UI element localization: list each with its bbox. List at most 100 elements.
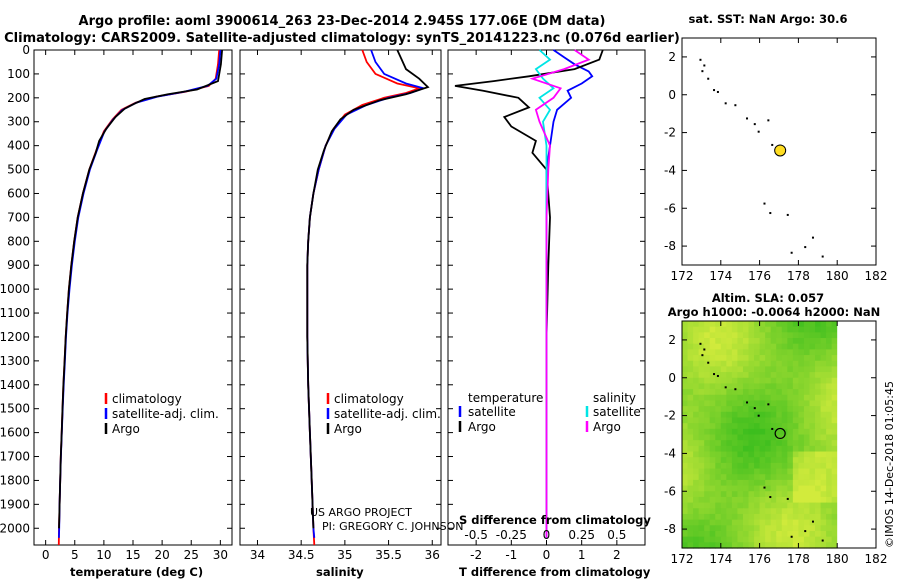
sla-cell <box>787 389 794 396</box>
sla-cell <box>792 519 799 526</box>
island <box>804 246 807 249</box>
sla-cell <box>809 366 816 373</box>
sla-cell <box>754 349 761 356</box>
sla-cell <box>754 343 761 350</box>
sla-map-ytick-label: 2 <box>668 333 676 347</box>
sla-cell <box>831 508 838 515</box>
sla-cell <box>809 394 816 402</box>
sla-cell <box>720 383 727 390</box>
sla-cell <box>826 372 833 379</box>
sla-cell <box>787 445 794 453</box>
sla-cell <box>715 321 722 328</box>
temperature-ytick-label: 500 <box>7 163 30 177</box>
sla-cell <box>798 530 805 538</box>
sla-cell <box>720 513 727 521</box>
sla-map-xtick-label: 178 <box>787 552 810 566</box>
sla-cell <box>831 485 838 492</box>
sla-cell <box>720 349 727 356</box>
sla-cell <box>737 445 744 453</box>
sla-cell <box>715 502 722 509</box>
sla-cell <box>787 355 794 362</box>
sla-cell <box>776 321 783 328</box>
sla-cell <box>698 338 705 345</box>
sla-cell <box>815 474 822 481</box>
sla-cell <box>776 411 783 419</box>
pi-annotation: PI: GREGORY C. JOHNSON <box>322 520 463 533</box>
temperature-xtick-label: 10 <box>96 548 111 562</box>
sla-cell <box>742 457 750 464</box>
sla-cell <box>726 321 733 328</box>
sla-cell <box>748 434 755 441</box>
sla-cell <box>815 400 822 407</box>
sla-cell <box>781 440 788 447</box>
sla-cell <box>781 326 788 333</box>
sla-cell <box>742 468 750 475</box>
sla-cell <box>809 474 816 481</box>
sla-cell <box>776 485 783 492</box>
sla-cell <box>781 417 788 424</box>
sla-cell <box>815 349 822 356</box>
sla-cell <box>809 423 816 430</box>
sla-cell <box>781 502 788 509</box>
sla-cell <box>792 411 799 419</box>
sla-cell <box>682 411 689 419</box>
series-temperature-argo <box>454 49 604 529</box>
sla-cell <box>682 360 689 367</box>
sla-cell <box>748 417 755 424</box>
sla-cell <box>798 536 805 543</box>
sla-cell <box>709 474 716 481</box>
sla-cell <box>820 468 827 475</box>
salinity-xtick-label: 35 <box>337 548 352 562</box>
island <box>767 403 770 406</box>
sla-cell <box>742 542 750 549</box>
sla-cell <box>792 496 799 504</box>
sla-cell <box>787 383 794 390</box>
sla-cell <box>742 451 750 458</box>
sla-cell <box>798 542 805 549</box>
sla-cell <box>715 326 722 333</box>
sla-cell <box>704 377 711 385</box>
sla-cell <box>698 394 705 402</box>
sla-cell <box>698 491 705 498</box>
sla-cell <box>815 496 822 504</box>
sla-cell <box>698 355 705 362</box>
island <box>734 388 737 391</box>
sla-cell <box>748 423 755 430</box>
sla-cell <box>809 400 816 407</box>
sla-cell <box>798 360 805 367</box>
sla-cell <box>715 428 722 436</box>
sla-cell <box>693 377 700 385</box>
sla-cell <box>731 355 739 362</box>
sla-cell <box>682 377 689 385</box>
sla-cell <box>698 406 705 413</box>
sla-cell <box>781 389 788 396</box>
island <box>786 497 789 500</box>
sla-cell <box>776 440 783 447</box>
sla-cell <box>693 343 700 350</box>
sla-profile-marker <box>774 427 786 440</box>
temperature-ytick-label: 900 <box>7 258 30 272</box>
sla-cell <box>770 411 777 419</box>
sla-cell <box>792 372 799 379</box>
sla-cell <box>759 372 766 379</box>
sla-cell <box>693 445 700 453</box>
sla-cell <box>682 366 689 373</box>
sla-cell <box>826 440 833 447</box>
sla-cell <box>726 457 733 464</box>
sla-cell <box>831 338 838 345</box>
sla-cell <box>809 536 816 543</box>
sla-cell <box>776 366 783 373</box>
sla-cell <box>809 377 816 385</box>
sla-cell <box>698 536 705 543</box>
sla-cell <box>809 513 816 521</box>
sla-cell <box>698 513 705 521</box>
sla-cell <box>792 343 799 350</box>
sla-cell <box>682 468 689 475</box>
sla-cell <box>809 451 816 458</box>
sla-cell <box>693 462 700 470</box>
sla-cell <box>759 423 766 430</box>
sla-cell <box>770 451 777 458</box>
sla-cell <box>787 508 794 515</box>
sla-cell <box>781 519 788 526</box>
sla-cell <box>698 332 705 339</box>
